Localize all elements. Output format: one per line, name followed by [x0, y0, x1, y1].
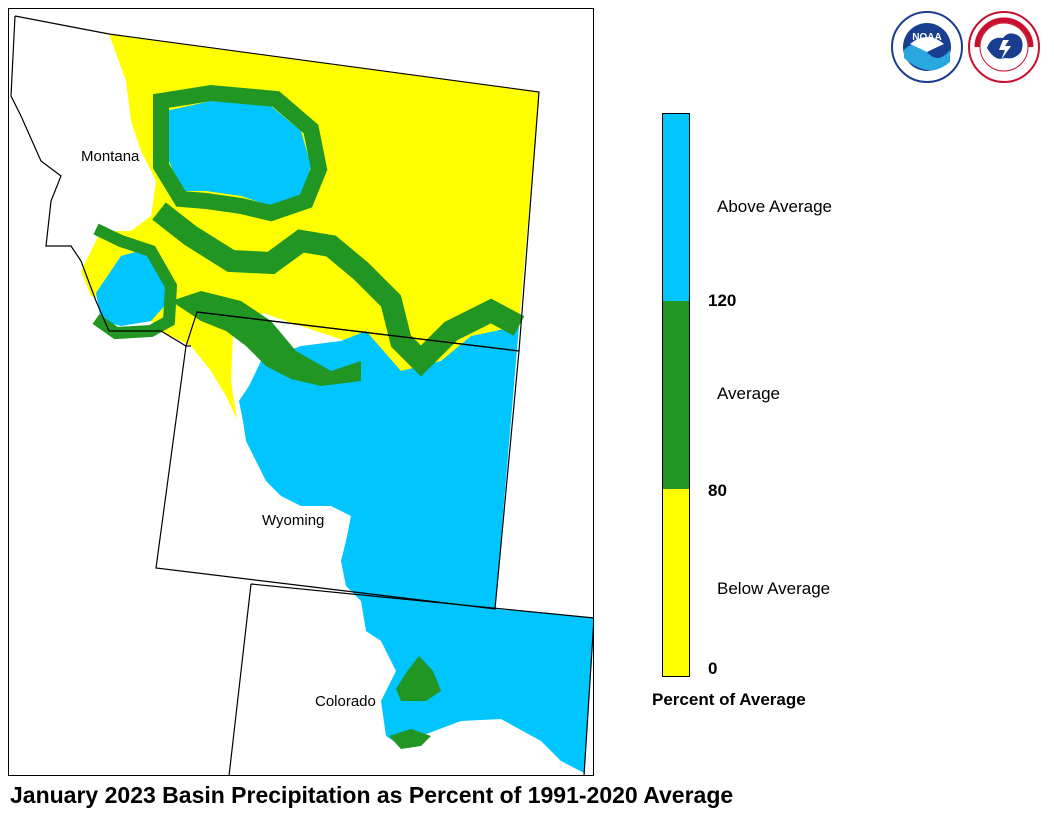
- average-patch-colorado-south: [389, 729, 431, 749]
- state-label-wyoming: Wyoming: [262, 512, 325, 529]
- colorado-border: [228, 583, 593, 775]
- basin-map: [10, 15, 593, 775]
- noaa-logo: NOAA: [891, 11, 963, 83]
- above-average-region-south: [239, 326, 593, 773]
- legend-swatch-below: [663, 489, 689, 676]
- legend-label-above: Above Average: [717, 197, 832, 216]
- legend-label-below: Below Average: [717, 579, 831, 598]
- nws-logo: [968, 11, 1040, 83]
- state-label-colorado: Colorado: [315, 693, 376, 710]
- above-average-region-west: [96, 249, 169, 326]
- noaa-logo-text: NOAA: [912, 32, 941, 43]
- legend-label-average: Average: [717, 384, 781, 403]
- average-band-west: [92, 223, 178, 340]
- legend-swatch-average: [663, 301, 689, 489]
- legend-swatch-above: [663, 114, 689, 301]
- average-patch-colorado: [396, 656, 441, 701]
- legend-tick-120: 120: [708, 291, 737, 310]
- average-band-central: [152, 202, 525, 377]
- wyoming-border: [155, 311, 520, 610]
- legend-color-bar: [662, 113, 690, 677]
- above-average-region-north: [166, 101, 311, 206]
- legend-tick-80: 80: [708, 481, 727, 500]
- legend-tick-0: 0: [708, 659, 718, 678]
- montana-border: [10, 15, 540, 352]
- map-panel: Montana Wyoming Colorado: [8, 8, 594, 776]
- average-band-north: [153, 84, 328, 222]
- legend-title: Percent of Average: [652, 690, 806, 709]
- map-title: January 2023 Basin Precipitation as Perc…: [10, 782, 734, 808]
- state-label-montana: Montana: [81, 148, 140, 165]
